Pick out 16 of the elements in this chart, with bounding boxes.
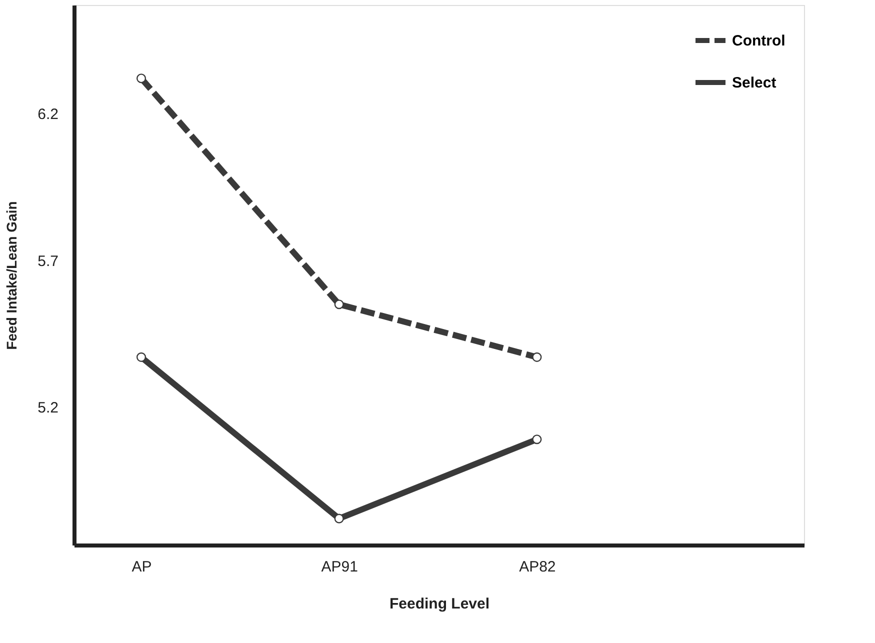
- point: [136, 74, 146, 84]
- legend-label: Select: [732, 74, 776, 92]
- y-tick-label: 6.2: [38, 106, 58, 124]
- point: [334, 514, 344, 524]
- point: [532, 434, 542, 444]
- y-axis-title: Feed Intake/Lean Gain: [4, 201, 20, 350]
- y-tick-label: 5.2: [38, 400, 58, 417]
- point: [532, 352, 542, 362]
- point: [136, 352, 146, 362]
- point: [334, 300, 344, 310]
- legend-label: Control: [732, 32, 786, 50]
- y-tick-label: 5.7: [38, 252, 58, 270]
- x-axis-title: Feeding Level: [389, 596, 490, 612]
- x-tick-label: AP82: [519, 558, 556, 576]
- x-tick-label: AP91: [321, 558, 358, 576]
- x-tick-label: AP: [132, 558, 152, 576]
